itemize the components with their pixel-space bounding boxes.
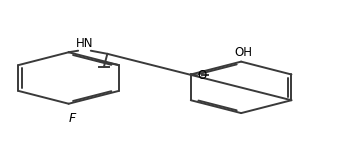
Text: F: F bbox=[69, 112, 76, 125]
Text: HN: HN bbox=[76, 37, 93, 50]
Text: O: O bbox=[198, 69, 207, 82]
Text: OH: OH bbox=[234, 46, 252, 58]
